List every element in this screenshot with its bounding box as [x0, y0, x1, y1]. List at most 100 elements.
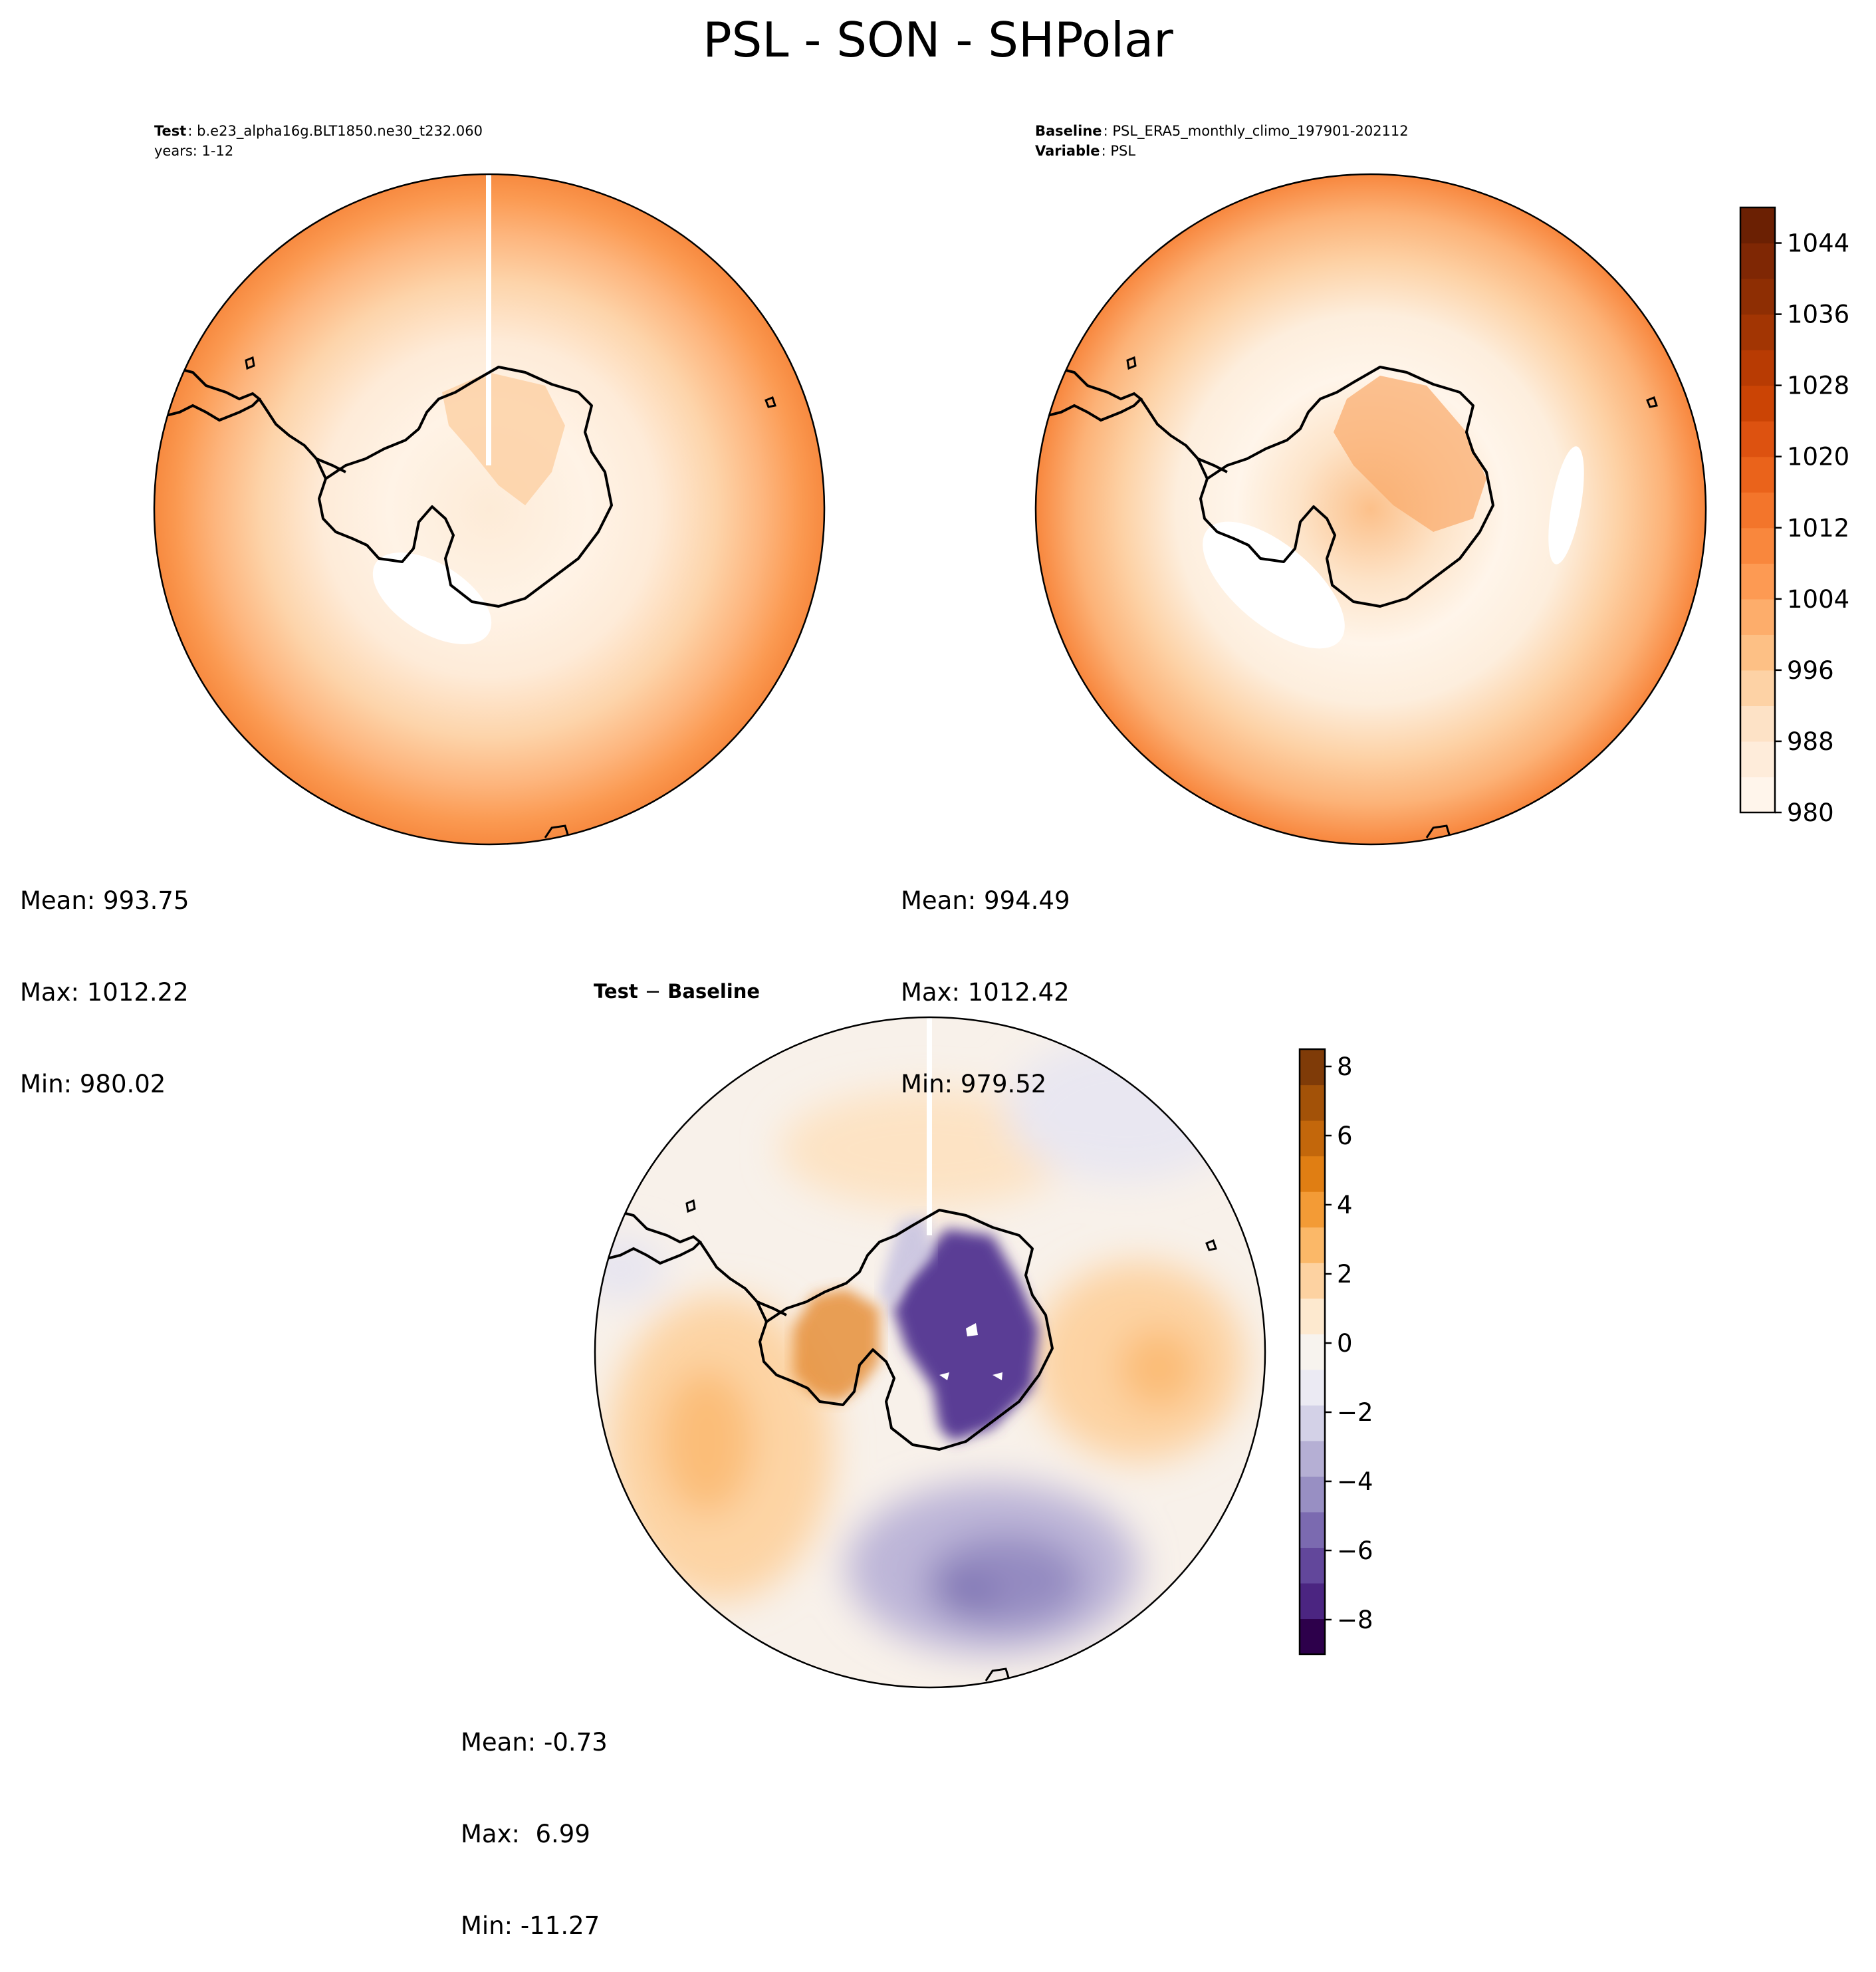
main-colorbar-segment — [1740, 598, 1775, 635]
main-colorbar-tick-label: 1036 — [1787, 301, 1849, 329]
main-colorbar-segment — [1740, 741, 1775, 778]
difference-continent-transition — [879, 1215, 933, 1308]
main-colorbar: 980 988 996 1004 1012 1020 1028 1036 1044 — [1739, 206, 1849, 827]
small-island-east — [1646, 396, 1658, 408]
test-seam-line — [486, 174, 491, 465]
australia-edge — [544, 824, 569, 838]
difference-colorbar-segment — [1300, 1440, 1325, 1477]
difference-colorbar-segment — [1300, 1405, 1325, 1441]
difference-mean: Mean: -0.73 — [461, 1728, 608, 1757]
antarctica-coastline — [1199, 366, 1494, 608]
difference-colorbar-frame — [1298, 1048, 1326, 1656]
difference-colorbar-tick-label: 2 — [1337, 1260, 1353, 1289]
australia-edge — [1425, 824, 1451, 838]
baseline-plateau-shading — [1334, 376, 1486, 532]
difference-colorbar-tick-label: 8 — [1337, 1052, 1353, 1081]
main-colorbar-tick-label: 980 — [1787, 799, 1834, 827]
difference-min: Min: -11.27 — [461, 1911, 600, 1940]
main-colorbar-frame — [1739, 206, 1776, 814]
difference-map-boundary — [594, 1016, 1266, 1689]
main-colorbar-segment — [1740, 705, 1775, 742]
australia-edge — [985, 1667, 1010, 1681]
antarctic-peninsula — [1139, 398, 1228, 479]
main-colorbar-segment — [1740, 421, 1775, 457]
main-colorbar-segment — [1740, 634, 1775, 671]
main-colorbar-segment — [1740, 314, 1775, 350]
test-field — [154, 174, 824, 844]
difference-colorbar-tick-label: 0 — [1337, 1329, 1353, 1358]
test-map — [153, 173, 826, 846]
baseline-mean: Mean: 994.49 — [901, 886, 1070, 915]
main-colorbar-segment — [1740, 243, 1775, 279]
difference-colorbar-segment — [1300, 1227, 1325, 1263]
baseline-max: Max: 1012.42 — [901, 978, 1070, 1007]
difference-colorbar-segment — [1300, 1369, 1325, 1406]
antarctica-coastline — [318, 366, 613, 608]
diff-title-operator: − — [644, 980, 661, 1003]
difference-panel-title: Test − Baseline — [594, 980, 760, 1003]
main-colorbar-tick-label: 1028 — [1787, 372, 1849, 400]
main-colorbar-tick-label: 1020 — [1787, 443, 1849, 471]
difference-map — [594, 1016, 1266, 1689]
small-island-east — [764, 396, 776, 408]
difference-colorbar-tick-label: −4 — [1337, 1467, 1373, 1496]
main-colorbar-segment — [1740, 492, 1775, 529]
difference-colorbar-tick-label: 6 — [1337, 1122, 1353, 1150]
main-colorbar-tick-label: 1004 — [1787, 585, 1849, 614]
main-colorbar-segment — [1740, 670, 1775, 707]
difference-colorbar-segment — [1300, 1334, 1325, 1370]
difference-colorbar-tick-label: −2 — [1337, 1398, 1373, 1427]
difference-colorbar-segment — [1300, 1298, 1325, 1334]
main-colorbar-segment — [1740, 279, 1775, 315]
difference-continent-negative — [893, 1229, 1039, 1441]
difference-stats: Mean: -0.73 Max: 6.99 Min: -11.27 — [461, 1666, 608, 1972]
difference-colorbar-segment — [1300, 1156, 1325, 1192]
variable-label: Variable — [1035, 143, 1100, 159]
difference-colorbar-tick-label: −6 — [1337, 1537, 1373, 1565]
difference-colorbar-segment — [1300, 1049, 1325, 1086]
main-colorbar-tick-label: 1012 — [1787, 514, 1849, 543]
main-colorbar-segment — [1740, 385, 1775, 422]
difference-colorbar-segment — [1300, 1191, 1325, 1228]
test-plateau-shading — [442, 372, 565, 505]
falkland-islands — [685, 1199, 696, 1213]
falkland-islands — [1126, 356, 1137, 370]
antarctica-coastline — [759, 1209, 1054, 1451]
diff-title-baseline: Baseline — [667, 980, 761, 1003]
difference-colorbar-segment — [1300, 1120, 1325, 1157]
main-colorbar-segment — [1740, 350, 1775, 386]
test-min: Min: 980.02 — [20, 1070, 166, 1098]
difference-colorbar-segment — [1300, 1084, 1325, 1121]
main-colorbar-segment — [1740, 777, 1775, 813]
antarctic-peninsula — [258, 398, 346, 479]
difference-colorbar-tick-label: −8 — [1337, 1606, 1373, 1634]
test-low-pressure-region — [372, 553, 492, 644]
baseline-low-pressure-region — [1203, 521, 1345, 649]
baseline-stats: Mean: 994.49 Max: 1012.42 Min: 979.52 — [901, 824, 1070, 1130]
south-america-tip — [154, 367, 261, 422]
main-colorbar-tick-label: 996 — [1787, 656, 1834, 685]
difference-max: Max: 6.99 — [461, 1820, 590, 1848]
main-colorbar-tick-label: 1044 — [1787, 229, 1849, 258]
difference-colorbar-segment — [1300, 1263, 1325, 1299]
test-panel-header: Test : b.e23_alpha16g.BLT1850.ne30_t232.… — [154, 121, 483, 161]
difference-colorbar-segment — [1300, 1547, 1325, 1584]
baseline-low-pressure-east — [1548, 446, 1584, 564]
variable-name: PSL — [1110, 143, 1136, 159]
difference-colorbar-segment — [1300, 1476, 1325, 1513]
test-stats: Mean: 993.75 Max: 1012.22 Min: 980.02 — [20, 824, 189, 1130]
main-colorbar-tick-label: 988 — [1787, 727, 1834, 756]
baseline-panel-header: Baseline : PSL_ERA5_monthly_climo_197901… — [1035, 123, 1409, 159]
baseline-label: Baseline — [1035, 123, 1102, 139]
main-colorbar-segment — [1740, 456, 1775, 493]
baseline-map-boundary — [1034, 173, 1707, 846]
difference-field — [595, 1036, 1245, 1654]
masked-points — [939, 1323, 1002, 1380]
difference-colorbar-tick-label: 4 — [1337, 1191, 1353, 1219]
main-colorbar-segment — [1740, 527, 1775, 564]
test-mean: Mean: 993.75 — [20, 886, 189, 915]
south-america-tip — [595, 1210, 702, 1265]
figure-title: PSL - SON - SHPolar — [703, 12, 1173, 68]
falkland-islands — [245, 356, 255, 370]
south-america-tip — [1036, 367, 1143, 422]
